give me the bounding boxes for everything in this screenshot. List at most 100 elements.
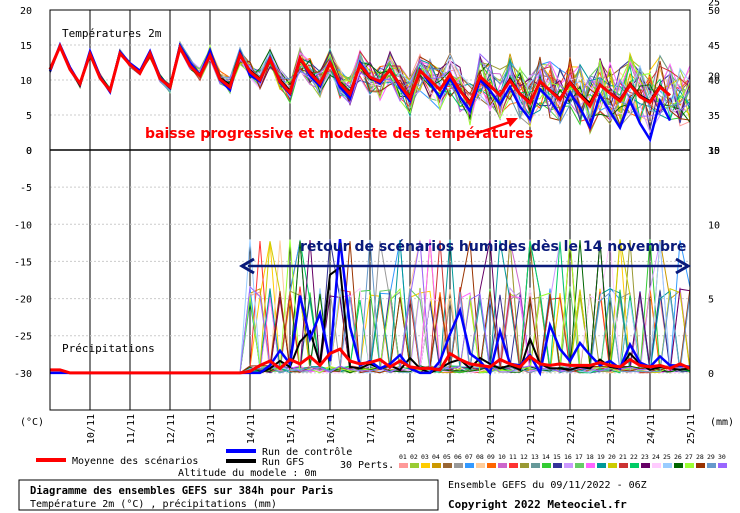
axis-layer: 10/11 11/11 12/11 13/11 14/11 15/11 16/11 17/11… xyxy=(14,0,720,444)
perturbation-legend-swatch xyxy=(630,463,639,468)
perturbation-legend-swatch xyxy=(509,463,518,468)
footer-box xyxy=(18,479,439,511)
perturbation-legend-number: 28 xyxy=(696,453,704,461)
precipitation-annotation: retour de scénarios humides dès le 14 no… xyxy=(300,239,686,255)
precip-left-tick: -30 xyxy=(14,369,32,380)
perturbation-legend-swatch xyxy=(586,463,595,468)
perturbation-legend-number: 04 xyxy=(432,453,440,461)
temp-right-tick: 35 xyxy=(708,111,720,122)
perturbation-legend-swatch xyxy=(454,463,463,468)
precipitation-annotation-arrow-right-head xyxy=(675,257,691,275)
precip-right-tick: 5 xyxy=(708,295,714,306)
legend-gfs-label: Run GFS xyxy=(262,457,304,468)
precip-right-tick: 0 xyxy=(708,369,714,380)
precip-left-tick: -5 xyxy=(20,183,32,194)
mean-temp-line xyxy=(48,42,671,109)
footer-title: Diagramme des ensembles GEFS sur 384h po… xyxy=(30,485,333,497)
perturbation-legend-swatch xyxy=(685,463,694,468)
perturbation-legend-number: 06 xyxy=(454,453,462,461)
x-tick-label: 24/11 xyxy=(646,414,657,444)
perturbation-legend-swatch xyxy=(531,463,540,468)
x-tick-label: 13/11 xyxy=(206,414,217,444)
perturbation-legend-swatch xyxy=(707,463,716,468)
temperature-panel-label: Températures 2m xyxy=(62,27,162,40)
perturbation-legend-swatch xyxy=(476,463,485,468)
perturbation-legend-number: 09 xyxy=(487,453,495,461)
perturbation-legend-number: 13 xyxy=(531,453,539,461)
perturbation-legend-number: 30 xyxy=(718,453,726,461)
perturbation-legend-swatch xyxy=(443,463,452,468)
altitude-label: Altitude du modele : 0m xyxy=(178,468,316,479)
precip-left-tick: -20 xyxy=(14,295,32,306)
perturbation-legend-swatch xyxy=(641,463,650,468)
precip-right-tick: 10 xyxy=(708,220,720,231)
temp-right-tick: 40 xyxy=(708,76,720,87)
precip-right-tick: 25 xyxy=(708,0,720,8)
temperature-annotation-arrow-head xyxy=(506,118,518,127)
perturbation-legend-number: 10 xyxy=(498,453,506,461)
perturbation-legend-swatch xyxy=(564,463,573,468)
temp-left-tick: 20 xyxy=(20,6,32,17)
perturbation-legend-number: 19 xyxy=(597,453,605,461)
perturbation-legend-swatch xyxy=(520,463,529,468)
perturbation-legend-number: 18 xyxy=(586,453,594,461)
perturbation-legend-swatch xyxy=(432,463,441,468)
x-tick-label: 20/11 xyxy=(486,414,497,444)
perturbation-legend-number: 05 xyxy=(443,453,451,461)
perturbation-legend-swatch xyxy=(399,463,408,468)
temperature-annotation-arrow-shaft xyxy=(474,120,511,136)
perturbation-legend-number: 20 xyxy=(608,453,616,461)
perturbation-legend-swatch xyxy=(718,463,727,468)
x-tick-label: 15/11 xyxy=(286,414,297,444)
precip-left-tick: 0 xyxy=(26,146,32,157)
perturbation-legend-swatch xyxy=(696,463,705,468)
temp-left-tick: 5 xyxy=(26,111,32,122)
x-tick-label: 18/11 xyxy=(406,414,417,444)
left-unit-label: (°C) xyxy=(20,417,44,428)
perturbation-legend-number: 15 xyxy=(553,453,561,461)
perturbation-legend-number: 29 xyxy=(707,453,715,461)
perturbation-legend-number: 08 xyxy=(476,453,484,461)
temp-right-tick: 30 xyxy=(708,146,720,157)
perturbation-legend-number: 17 xyxy=(575,453,583,461)
x-tick-label: 25/11 xyxy=(686,414,697,444)
perturbation-legend-swatch xyxy=(575,463,584,468)
temp-right-tick: 45 xyxy=(708,41,720,52)
perturbation-legend-number: 22 xyxy=(630,453,638,461)
perturbation-legend-number: 27 xyxy=(685,453,693,461)
perturbation-legend-number: 23 xyxy=(641,453,649,461)
perturbation-legend-swatch xyxy=(410,463,419,468)
temp-left-tick: 0 xyxy=(26,146,32,157)
perturbation-legend-number: 16 xyxy=(564,453,572,461)
perturbation-legend-swatch xyxy=(487,463,496,468)
x-tick-label: 22/11 xyxy=(566,414,577,444)
perturbation-legend-swatch xyxy=(619,463,628,468)
mean-precip-line xyxy=(50,347,691,375)
perturbation-legend-number: 02 xyxy=(410,453,418,461)
plot-frame xyxy=(49,9,691,411)
perturbation-legend-swatch xyxy=(652,463,661,468)
perturbations-legend-label: 30 Perts. xyxy=(340,460,394,471)
perturbation-legend-swatch xyxy=(542,463,551,468)
x-tick-label: 12/11 xyxy=(166,414,177,444)
x-tick-label: 10/11 xyxy=(86,414,97,444)
precip-right-tick: 20 xyxy=(708,72,720,83)
perturbation-legend-number: 25 xyxy=(663,453,671,461)
perturbation-legend-number: 26 xyxy=(674,453,682,461)
perturbation-legend-swatch xyxy=(663,463,672,468)
perturbation-legend-number: 21 xyxy=(619,453,627,461)
temp-right-tick: 50 xyxy=(708,6,720,17)
x-tick-label: 14/11 xyxy=(246,414,257,444)
temp-left-tick: 15 xyxy=(20,41,32,52)
perturbation-legend-swatch xyxy=(553,463,562,468)
precipitation-annotation-arrow-left-head xyxy=(239,257,255,275)
perturbation-legend-swatch xyxy=(608,463,617,468)
perturbation-legend-number: 01 xyxy=(399,453,407,461)
x-tick-label: 17/11 xyxy=(366,414,377,444)
perturbation-legend-number: 03 xyxy=(421,453,429,461)
x-tick-label: 21/11 xyxy=(526,414,537,444)
footer-copyright: Copyright 2022 Meteociel.fr xyxy=(448,498,627,511)
perturbation-color-legend: 01 02 03 04 05 06 07 08 09 10 11 12 13 14 15 16 17 18 19 20… xyxy=(399,453,727,468)
perturbation-legend-swatch xyxy=(674,463,683,468)
temperature-annotation: baisse progressive et modeste des tempér… xyxy=(145,126,533,142)
